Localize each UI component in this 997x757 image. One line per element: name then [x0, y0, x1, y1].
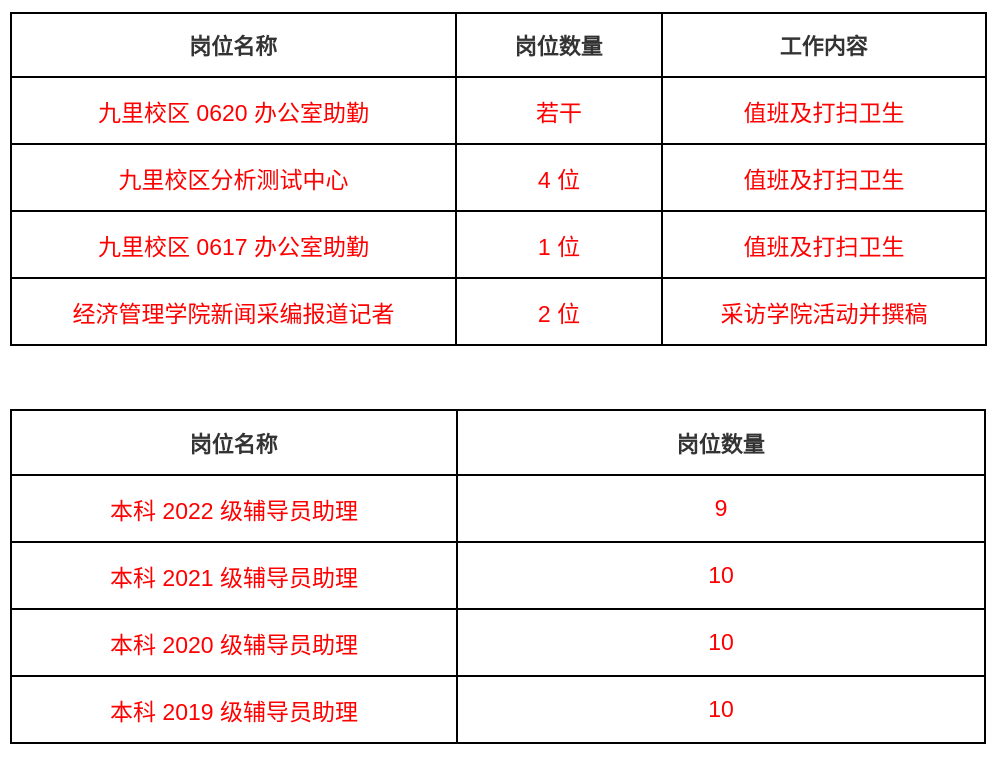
assistant-count-cell: 9	[456, 474, 986, 543]
job-content-cell: 值班及打扫卫生	[661, 76, 987, 145]
job-content-cell: 值班及打扫卫生	[661, 143, 987, 212]
assistants-header-position-name: 岗位名称	[10, 409, 458, 476]
jobs-table-header-row: 岗位名称 岗位数量 工作内容	[10, 12, 987, 78]
assistant-count-cell: 10	[456, 675, 986, 744]
table-row: 本科 2019 级辅导员助理 10	[10, 675, 986, 744]
jobs-table: 岗位名称 岗位数量 工作内容 九里校区 0620 办公室助勤 若干 值班及打扫卫…	[10, 12, 987, 346]
job-count-cell: 2 位	[455, 277, 663, 346]
assistant-name-cell: 本科 2021 级辅导员助理	[10, 541, 458, 610]
job-name-cell: 经济管理学院新闻采编报道记者	[10, 277, 457, 346]
jobs-header-position-name: 岗位名称	[10, 12, 457, 78]
table-row: 本科 2021 级辅导员助理 10	[10, 541, 986, 610]
table-row: 九里校区分析测试中心 4 位 值班及打扫卫生	[10, 143, 987, 212]
job-count-cell: 1 位	[455, 210, 663, 279]
table-row: 九里校区 0620 办公室助勤 若干 值班及打扫卫生	[10, 76, 987, 145]
assistants-header-position-count: 岗位数量	[456, 409, 986, 476]
jobs-header-position-count: 岗位数量	[455, 12, 663, 78]
job-name-cell: 九里校区 0620 办公室助勤	[10, 76, 457, 145]
job-content-cell: 值班及打扫卫生	[661, 210, 987, 279]
job-count-cell: 若干	[455, 76, 663, 145]
table-row: 本科 2020 级辅导员助理 10	[10, 608, 986, 677]
assistant-count-cell: 10	[456, 541, 986, 610]
jobs-header-work-content: 工作内容	[661, 12, 987, 78]
job-name-cell: 九里校区分析测试中心	[10, 143, 457, 212]
job-content-cell: 采访学院活动并撰稿	[661, 277, 987, 346]
assistant-name-cell: 本科 2020 级辅导员助理	[10, 608, 458, 677]
job-count-cell: 4 位	[455, 143, 663, 212]
assistants-table: 岗位名称 岗位数量 本科 2022 级辅导员助理 9 本科 2021 级辅导员助…	[10, 409, 986, 744]
table-row: 经济管理学院新闻采编报道记者 2 位 采访学院活动并撰稿	[10, 277, 987, 346]
assistant-count-cell: 10	[456, 608, 986, 677]
table-row: 九里校区 0617 办公室助勤 1 位 值班及打扫卫生	[10, 210, 987, 279]
table-row: 本科 2022 级辅导员助理 9	[10, 474, 986, 543]
assistant-name-cell: 本科 2022 级辅导员助理	[10, 474, 458, 543]
assistants-table-header-row: 岗位名称 岗位数量	[10, 409, 986, 476]
assistant-name-cell: 本科 2019 级辅导员助理	[10, 675, 458, 744]
job-name-cell: 九里校区 0617 办公室助勤	[10, 210, 457, 279]
